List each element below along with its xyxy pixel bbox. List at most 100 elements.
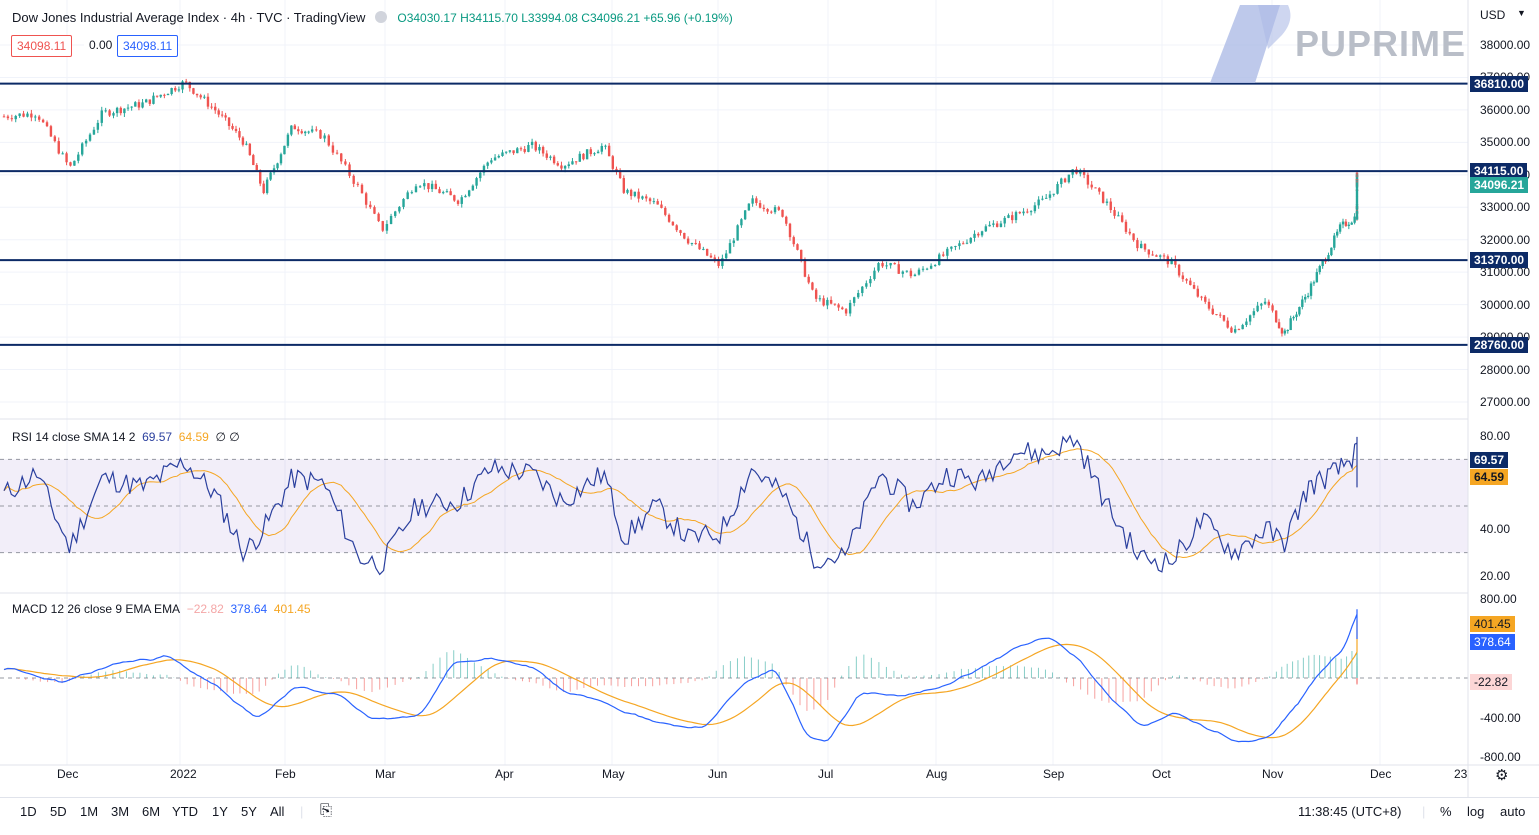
candle-body <box>34 116 37 118</box>
candle-body <box>227 117 231 126</box>
candle-body <box>84 140 88 144</box>
candle-body <box>482 165 486 173</box>
candle-body <box>1037 199 1040 206</box>
range-6m[interactable]: 6M <box>142 804 161 819</box>
candle-body <box>1128 231 1131 234</box>
candle-body <box>622 178 626 193</box>
candle-body <box>1222 315 1226 321</box>
percent-toggle[interactable]: % <box>1440 804 1452 819</box>
clock[interactable]: 11:38:45 (UTC+8) <box>1298 804 1402 819</box>
candle-body <box>1330 247 1333 256</box>
candle-body <box>549 156 552 158</box>
candle-body <box>1321 260 1324 267</box>
candle-body <box>770 211 773 213</box>
candle-body <box>740 219 743 226</box>
range-3m[interactable]: 3M <box>111 804 130 819</box>
candle-body <box>1237 329 1241 331</box>
time-tick-label: Apr <box>495 767 514 781</box>
candle-body <box>917 269 921 275</box>
range-1m[interactable]: 1M <box>80 804 99 819</box>
candle-body <box>626 189 629 193</box>
candle-body <box>88 134 92 141</box>
candle-body <box>660 204 663 208</box>
candle-body <box>607 145 611 157</box>
price-tick-label: 30000.00 <box>1480 297 1531 312</box>
candle-body <box>604 145 607 147</box>
last-price-label: 34096.21 <box>1470 176 1529 193</box>
toolbar-divider: | <box>1422 804 1426 819</box>
candle-body <box>1086 174 1090 185</box>
candle-body <box>1333 235 1336 248</box>
time-tick-label: May <box>602 767 625 781</box>
goto-date-icon[interactable]: ⎘ <box>320 802 333 819</box>
candle-body <box>785 216 788 224</box>
spread-value: 0.00 <box>84 35 118 55</box>
sell-price[interactable]: 34098.11 <box>11 35 73 57</box>
candle-body <box>108 110 111 116</box>
candle-body <box>293 125 297 130</box>
candle-body <box>652 201 656 203</box>
candle-body <box>1162 255 1166 257</box>
candle-body <box>694 243 697 245</box>
candle-body <box>1185 279 1188 281</box>
rsi-sma-line <box>3 448 1358 559</box>
candle-body <box>486 162 489 166</box>
candle-body <box>582 153 585 160</box>
candle-body <box>852 297 856 303</box>
candle-body <box>1011 215 1014 221</box>
candle-body <box>977 233 980 236</box>
candle-body <box>829 299 833 304</box>
candle-body <box>1252 311 1256 316</box>
candle-body <box>148 99 152 104</box>
rsi-tick-label: 80.00 <box>1480 429 1511 443</box>
range-1y[interactable]: 1Y <box>212 804 228 819</box>
price-tick-label: 27000.00 <box>1480 395 1531 409</box>
candles <box>2 78 1359 337</box>
candle-body <box>709 255 713 258</box>
rsi-legend-value: 69.57 <box>142 430 173 444</box>
log-toggle[interactable]: log <box>1467 804 1485 819</box>
candle-body <box>885 265 888 267</box>
gear-icon[interactable]: ⚙ <box>1495 767 1509 784</box>
candle-body <box>1124 221 1128 232</box>
candle-body <box>252 155 255 166</box>
chart-canvas[interactable] <box>0 0 1539 797</box>
price-tick-label: 35000.00 <box>1480 135 1531 150</box>
macd-legend-macd: 378.64 <box>230 602 268 616</box>
candle-body <box>464 195 467 198</box>
time-tick-label: Jun <box>708 767 728 781</box>
chevron-down-icon[interactable]: ▼ <box>1517 8 1526 18</box>
candle-body <box>1018 212 1021 214</box>
range-5d[interactable]: 5D <box>50 804 67 819</box>
candle-body <box>402 198 405 207</box>
candle-body <box>1155 255 1158 257</box>
candle-body <box>1207 301 1211 309</box>
range-5y[interactable]: 5Y <box>241 804 257 819</box>
candle-body <box>493 157 497 161</box>
candle-body <box>479 172 482 179</box>
market-status-icon[interactable] <box>375 11 388 23</box>
candle-body <box>130 106 133 108</box>
candle-body <box>1174 259 1177 265</box>
candle-body <box>394 211 397 216</box>
candle-body <box>1136 240 1139 249</box>
macd-legend-hist: −22.82 <box>186 602 224 616</box>
candle-body <box>1060 178 1063 185</box>
toolbar-divider: | <box>300 804 304 819</box>
auto-toggle[interactable]: auto <box>1500 804 1526 819</box>
range-ytd[interactable]: YTD <box>172 804 198 819</box>
candle-body <box>679 230 682 233</box>
range-all[interactable]: All <box>270 804 285 819</box>
symbol-title[interactable]: Dow Jones Industrial Average Index · 4h … <box>12 10 366 25</box>
candle-body <box>1230 327 1233 333</box>
currency-label[interactable]: USD <box>1480 8 1506 22</box>
bottom-toolbar: 1D 5D 1M 3M 6M YTD 1Y 5Y All | ⎘ 11:38:4… <box>0 797 1539 828</box>
candle-body <box>1192 285 1196 289</box>
range-1d[interactable]: 1D <box>20 804 37 819</box>
candle-body <box>364 193 368 205</box>
candle-body <box>929 265 933 269</box>
candle-body <box>893 263 896 265</box>
candle-body <box>30 113 33 118</box>
buy-price[interactable]: 34098.11 <box>117 35 179 57</box>
candle-body <box>1151 254 1154 256</box>
